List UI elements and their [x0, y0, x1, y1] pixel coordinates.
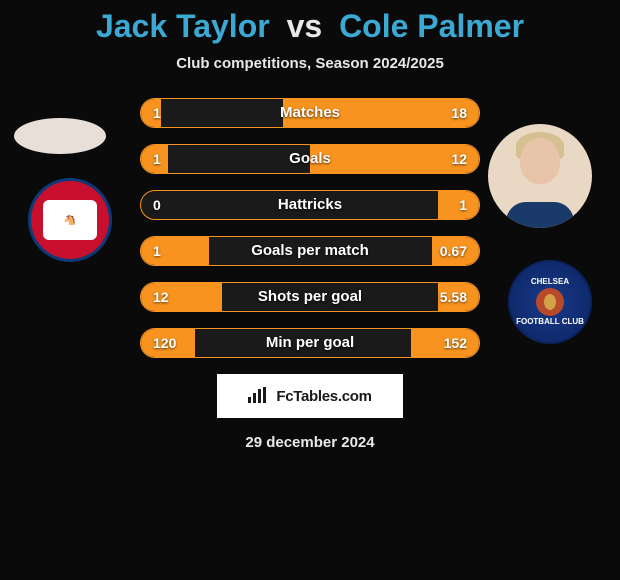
stat-row: 125.58Shots per goal: [140, 282, 480, 312]
stat-label: Hattricks: [141, 191, 479, 219]
stat-row: 118Matches: [140, 98, 480, 128]
stats-table: 118Matches 112Goals 01Hattricks 10.67Goals …: [140, 98, 480, 358]
stat-label: Shots per goal: [141, 283, 479, 311]
stat-row: 112Goals: [140, 144, 480, 174]
comparison-title: Jack Taylor vs Cole Palmer: [0, 8, 620, 45]
stat-label: Min per goal: [141, 329, 479, 357]
stat-label: Matches: [141, 99, 479, 127]
player1-name: Jack Taylor: [96, 8, 270, 44]
club2-text-bottom: FOOTBALL CLUB: [516, 318, 584, 326]
stat-row: 01Hattricks: [140, 190, 480, 220]
horse-icon: 🐴: [43, 200, 97, 240]
club2-badge: CHELSEA FOOTBALL CLUB: [508, 260, 592, 344]
lion-icon: [536, 288, 564, 316]
stat-label: Goals: [141, 145, 479, 173]
stat-label: Goals per match: [141, 237, 479, 265]
stat-row: 120152Min per goal: [140, 328, 480, 358]
title-vs: vs: [287, 8, 323, 44]
date-text: 29 december 2024: [0, 434, 620, 451]
chart-icon: [248, 387, 270, 405]
subtitle: Club competitions, Season 2024/2025: [0, 55, 620, 72]
player2-avatar: [488, 124, 592, 228]
club2-text-top: CHELSEA: [531, 278, 569, 286]
club1-badge: 🐴: [28, 178, 112, 262]
brand-badge: FcTables.com: [217, 374, 403, 418]
player1-avatar-placeholder: [14, 118, 106, 154]
player2-name: Cole Palmer: [339, 8, 524, 44]
stat-row: 10.67Goals per match: [140, 236, 480, 266]
brand-text: FcTables.com: [276, 388, 371, 405]
avatar-head: [520, 138, 560, 184]
avatar-body: [506, 202, 574, 228]
